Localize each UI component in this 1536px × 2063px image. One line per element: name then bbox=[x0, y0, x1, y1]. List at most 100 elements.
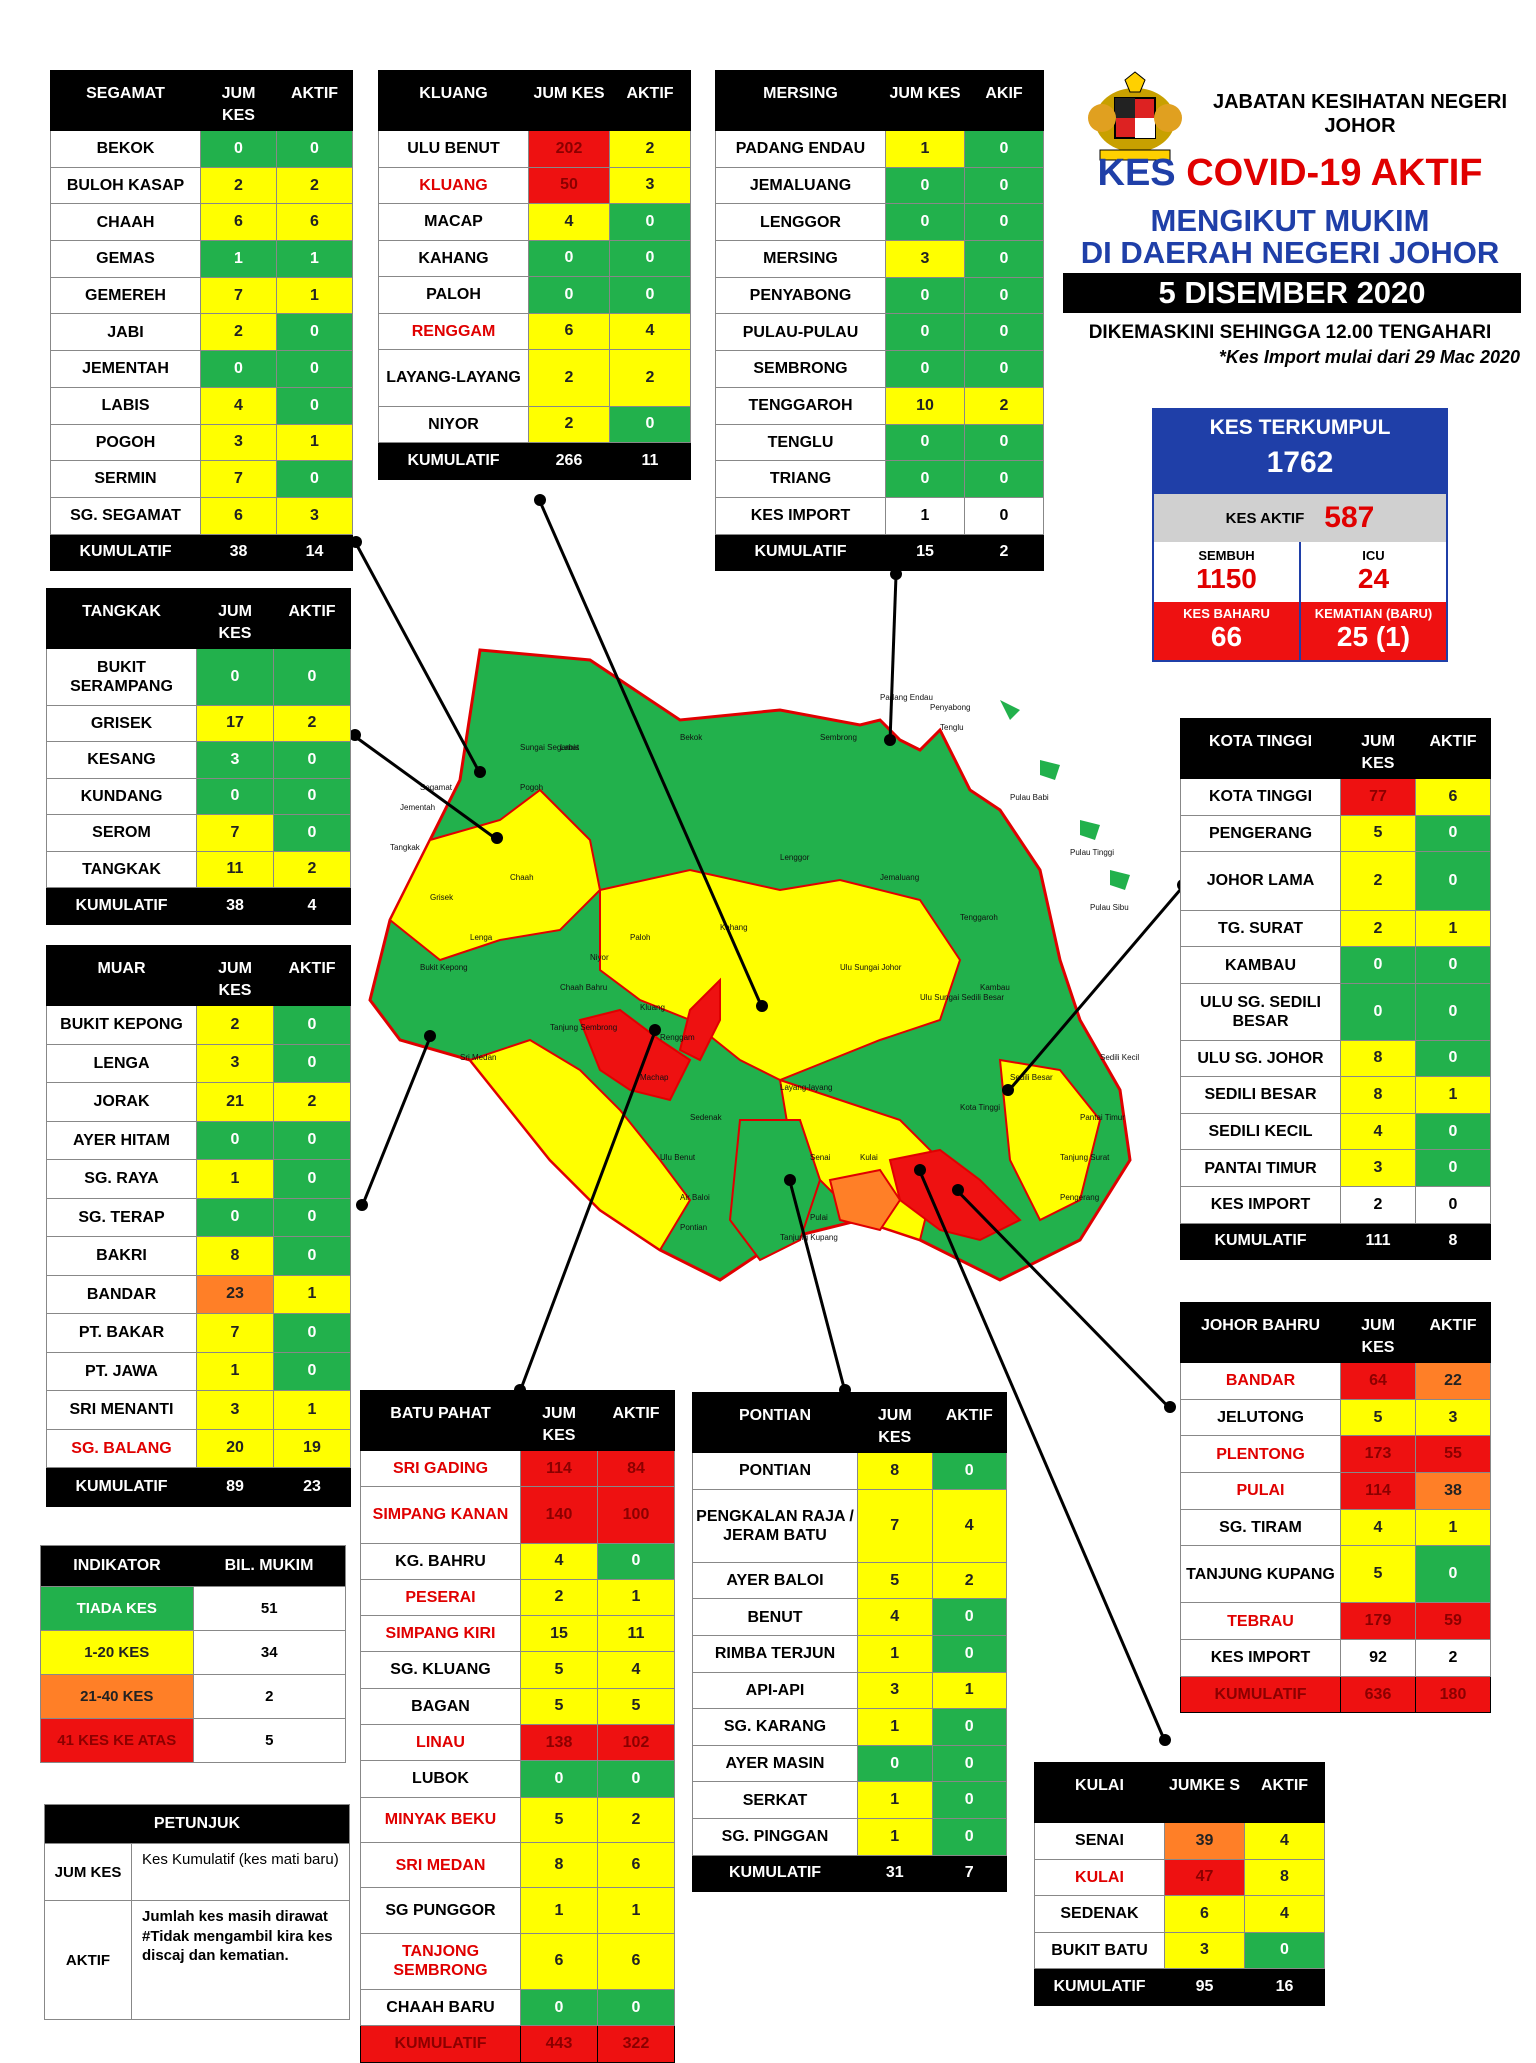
mukim-name: SG. RAYA bbox=[46, 1159, 197, 1199]
jum-kes-value: 20 bbox=[196, 1428, 274, 1468]
mukim-name: TANJONG SEMBRONG bbox=[360, 1932, 521, 1991]
kumulatif-jum: 15 bbox=[885, 533, 965, 572]
jum-kes-value: 2 bbox=[1340, 1186, 1416, 1224]
aktif-value: 0 bbox=[964, 130, 1044, 168]
mukim-name: KES IMPORT bbox=[1180, 1639, 1341, 1677]
jum-kes-value: 2 bbox=[520, 1578, 598, 1617]
table-row: SEDILI BESAR 8 1 bbox=[1180, 1076, 1491, 1114]
jum-kes-value: 3 bbox=[196, 1390, 274, 1430]
map-label: Bekok bbox=[680, 733, 703, 742]
new-value: 66 bbox=[1210, 621, 1243, 652]
mukim-name: BEKOK bbox=[50, 130, 201, 168]
mersing-table: MERSING JUM KES AKIF PADANG ENDAU 1 0 JEMALUAN… bbox=[715, 70, 1044, 572]
map-label: Pengerang bbox=[1060, 1193, 1099, 1202]
table-row: JORAK 21 2 bbox=[46, 1082, 351, 1122]
aktif-value: 0 bbox=[1415, 982, 1491, 1041]
jum-kes-value: 0 bbox=[528, 239, 610, 277]
jum-kes-value: 4 bbox=[528, 203, 610, 241]
jum-kes-value: 77 bbox=[1340, 778, 1416, 816]
kumulatif-label: KUMULATIF bbox=[360, 2025, 521, 2063]
table-row: BAKRI 8 0 bbox=[46, 1236, 351, 1276]
map-label: Tanjung Kupang bbox=[780, 1233, 838, 1242]
mukim-name: JEMALUANG bbox=[715, 166, 886, 205]
jum-kes-value: 7 bbox=[857, 1488, 933, 1563]
active-panel: KES AKTIF 587 bbox=[1154, 494, 1446, 542]
aktif-value: 1 bbox=[1415, 1076, 1491, 1114]
aktif-value: 0 bbox=[964, 460, 1044, 498]
aktif-value: 0 bbox=[273, 1159, 351, 1199]
table-row: LUBOK 0 0 bbox=[360, 1760, 675, 1798]
deaths-label: KEMATIAN (BARU) bbox=[1314, 606, 1433, 621]
total-label: KES TERKUMPUL bbox=[1209, 416, 1391, 439]
mukim-name: SIMPANG KIRI bbox=[360, 1615, 521, 1653]
table-row: SEMBRONG 0 0 bbox=[715, 350, 1044, 388]
table-row: AYER MASIN 0 0 bbox=[692, 1744, 1007, 1783]
mukim-name: RENGGAM bbox=[378, 312, 529, 350]
jum-kes-value: 140 bbox=[520, 1486, 598, 1544]
jum-kes-value: 6 bbox=[1164, 1895, 1245, 1933]
jum-kes-value: 3 bbox=[857, 1671, 933, 1710]
jum-kes-value: 7 bbox=[200, 276, 277, 315]
kluang-table: KLUANG JUM KES AKTIF ULU BENUT 202 2 KLUANG 50 3… bbox=[378, 70, 691, 480]
jum-kes-value: 8 bbox=[1340, 1076, 1416, 1114]
connector-dot bbox=[1159, 1734, 1171, 1746]
mukim-name: ULU BENUT bbox=[378, 130, 529, 168]
indicator-value: 34 bbox=[192, 1631, 346, 1674]
map-label: Penyabong bbox=[930, 703, 970, 712]
indicator-table: INDIKATOR BIL. MUKIM TIADA KES 51 1-20 KES… bbox=[40, 1545, 346, 1763]
aktif-value: 19 bbox=[273, 1428, 351, 1468]
legend-title: PETUNJUK bbox=[45, 1805, 349, 1843]
table-row: PENGERANG 5 0 bbox=[1180, 814, 1491, 853]
jum-kes-value: 1 bbox=[885, 130, 965, 168]
mukim-name: TRIANG bbox=[715, 460, 886, 498]
col-aktif: AKTIF bbox=[1415, 718, 1491, 779]
col-aktif: AKTIF bbox=[931, 1392, 1007, 1453]
table-row: LABIS 4 0 bbox=[50, 386, 353, 425]
map-label: Air Baloi bbox=[680, 1193, 710, 1202]
recovered-panel: SEMBUH 1150 bbox=[1154, 542, 1301, 602]
kumulatif-label: KUMULATIF bbox=[46, 1467, 197, 1507]
summary-box: KES TERKUMPUL 1762 KES AKTIF 587 SEMBUH … bbox=[1152, 408, 1448, 662]
aktif-value: 2 bbox=[273, 1082, 351, 1122]
connector-dot bbox=[349, 729, 361, 741]
aktif-value: 0 bbox=[1415, 814, 1491, 853]
aktif-value: 0 bbox=[273, 1005, 351, 1045]
agency-name: JABATAN KESIHATAN NEGERI JOHOR bbox=[1212, 91, 1508, 137]
map-label: Sedili Kecil bbox=[1100, 1053, 1139, 1062]
map-label: Pulai bbox=[810, 1213, 828, 1222]
table-row: KAHANG 0 0 bbox=[378, 239, 691, 277]
map-label: Kluang bbox=[640, 1003, 665, 1012]
connector-dot bbox=[649, 1024, 661, 1036]
icu-label: ICU bbox=[1362, 548, 1385, 563]
kumulatif-aktif: 8 bbox=[1415, 1222, 1491, 1261]
col-jum-kes: JUM KES bbox=[200, 70, 277, 131]
jum-kes-value: 1 bbox=[200, 240, 277, 278]
jum-kes-value: 0 bbox=[196, 777, 274, 816]
jum-kes-value: 4 bbox=[1340, 1508, 1416, 1547]
kumulatif-jum: 266 bbox=[528, 442, 610, 480]
tangkak-table: TANGKAK JUM KES AKTIF BUKIT SERAMPANG 0 0 GRIS… bbox=[46, 588, 351, 925]
map-label: Sri Medan bbox=[460, 1053, 496, 1062]
table-row: SG. PINGGAN 1 0 bbox=[692, 1817, 1007, 1856]
aktif-value: 1 bbox=[931, 1671, 1007, 1710]
col-aktif: AKTIF bbox=[1244, 1762, 1325, 1823]
kumulatif-aktif: 14 bbox=[276, 533, 353, 572]
aktif-value: 1 bbox=[273, 1274, 351, 1314]
indicator-h1: INDIKATOR bbox=[73, 1557, 161, 1574]
mukim-name: MINYAK BEKU bbox=[360, 1796, 521, 1844]
jum-kes-value: 8 bbox=[196, 1236, 274, 1276]
mukim-name: TENGLU bbox=[715, 423, 886, 462]
table-row: SRI GADING 114 84 bbox=[360, 1449, 675, 1488]
jum-kes-value: 4 bbox=[857, 1598, 933, 1636]
aktif-value: 0 bbox=[597, 1760, 675, 1798]
col-aktif: AKTIF bbox=[273, 945, 351, 1006]
mukim-name: PENGERANG bbox=[1180, 814, 1341, 853]
table-row: PANTAI TIMUR 3 0 bbox=[1180, 1149, 1491, 1188]
legend-key: JUM KES bbox=[45, 1844, 132, 1900]
table-row: TANJUNG KUPANG 5 0 bbox=[1180, 1545, 1491, 1604]
kumulatif-label: KUMULATIF bbox=[378, 442, 529, 480]
johor-map: Segamat Jementah Sungai Segamat Pogoh Labis B… bbox=[360, 640, 1160, 1325]
aktif-value: 0 bbox=[964, 313, 1044, 352]
kumulatif-jum: 636 bbox=[1340, 1675, 1416, 1714]
aktif-value: 0 bbox=[276, 460, 353, 498]
